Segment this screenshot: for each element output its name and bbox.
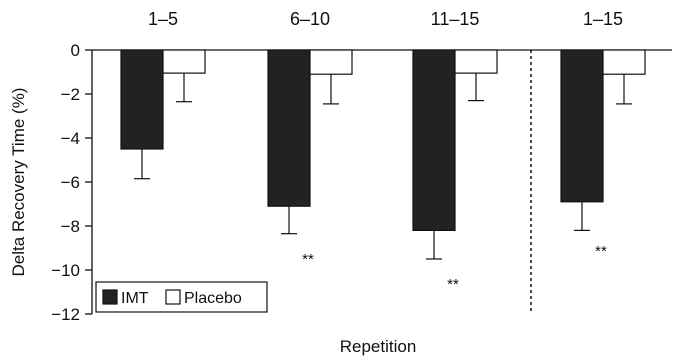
y-tick-label: −6 [61, 173, 80, 192]
legend-label-placebo: Placebo [184, 290, 242, 307]
category-label: 1–5 [148, 9, 178, 29]
category-label: 11–15 [431, 9, 480, 29]
y-axis-title: Delta Recovery Time (%) [9, 88, 28, 277]
y-tick-label: −4 [61, 129, 80, 148]
bar-imt-2 [267, 49, 311, 207]
category-label: 6–10 [290, 9, 330, 29]
x-axis-title: Repetition [340, 337, 417, 356]
bar-imt-4 [560, 49, 604, 203]
y-tick-label: −10 [51, 261, 80, 280]
bar-placebo-3 [454, 49, 498, 74]
y-tick-label: −8 [61, 217, 80, 236]
y-tick-label: −2 [61, 85, 80, 104]
y-tick-label: −12 [51, 305, 80, 324]
legend-box [95, 281, 268, 313]
bar-placebo-1 [162, 49, 206, 74]
bar-placebo-2 [309, 49, 353, 75]
bar-imt-1 [120, 49, 164, 150]
significance-marker: ** [302, 251, 314, 268]
significance-marker: ** [447, 276, 459, 293]
legend-swatch-placebo [165, 289, 181, 305]
legend-label-imt: IMT [121, 290, 149, 307]
bar-imt-3 [412, 49, 456, 231]
y-tick-label: 0 [71, 41, 80, 60]
legend-swatch-imt [102, 289, 118, 305]
bar-placebo-4 [602, 49, 646, 75]
category-label: 1–15 [583, 9, 623, 29]
significance-marker: ** [595, 243, 607, 260]
